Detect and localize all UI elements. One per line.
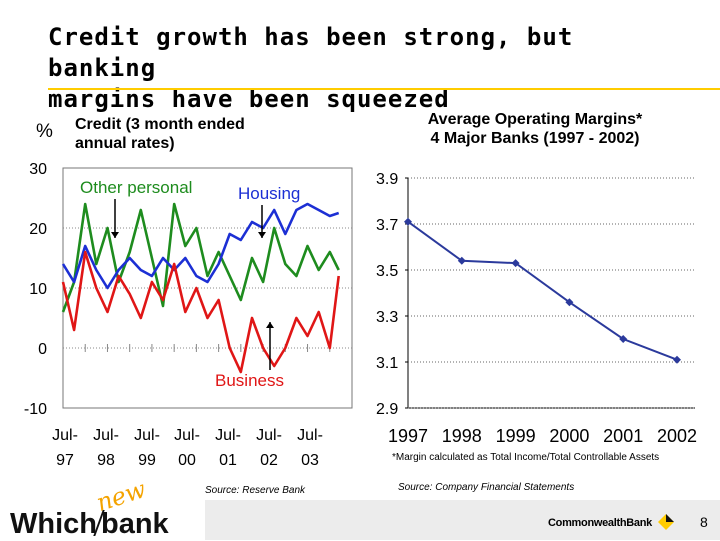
credit-x-tick-label-bottom: 02 [260,452,278,469]
credit-y-tick-label: 30 [29,161,47,178]
credit-annotation-label: Other personal [80,178,192,197]
margin-chart-title: Average Operating Margins* 4 Major Banks… [380,110,690,148]
credit-x-tick-label-top: Jul- [52,427,78,444]
margin-series-line [407,220,678,361]
margin-chart-title-line1: Average Operating Margins* [427,111,643,128]
credit-x-tick-label-bottom: 01 [219,452,237,469]
credit-x-tick-label-bottom: 97 [56,452,74,469]
credit-annotation-label: Business [215,371,284,390]
credit-annotation-arrowhead [111,232,119,238]
credit-annotation-arrowhead [258,232,266,238]
credit-x-tick-label-bottom: 99 [138,452,156,469]
margin-data-point [404,217,412,226]
margin-data-point [511,259,520,268]
credit-y-unit-label: % [36,121,53,142]
credit-source-note: Source: Reserve Bank [205,485,306,496]
credit-x-tick-label-top: Jul- [256,427,282,444]
margin-source-note: Source: Company Financial Statements [398,482,575,493]
credit-x-tick-label-top: Jul- [297,427,323,444]
margin-footnote: *Margin calculated as Total Income/Total… [392,452,660,463]
credit-x-tick-label-bottom: 03 [301,452,319,469]
margin-data-point [565,298,574,307]
credit-x-tick-label-top: Jul- [174,427,200,444]
credit-y-tick-label: 0 [38,341,47,358]
margin-data-point [673,355,681,364]
which-new-bank-logo: Which bank [10,508,169,541]
bank-logo-text: bank [101,508,169,540]
credit-y-tick-label: 20 [29,221,47,238]
margin-data-point [619,335,628,343]
credit-chart-title-line2: annual rates) [75,135,175,152]
credit-x-tick-label-top: Jul- [93,427,119,444]
margin-y-tick-label: 2.9 [376,401,398,418]
credit-series-business [61,250,340,374]
page-number: 8 [700,514,708,530]
margin-x-tick-label: 1998 [442,426,482,446]
footer-bar [205,500,720,540]
slide-title-line1: Credit growth has been strong, but banki… [48,23,574,82]
cba-diamond-icon [657,514,674,530]
margin-x-tick-label: 2002 [657,426,697,446]
commonwealth-bank-logo: CommonwealthBank [548,514,674,530]
credit-y-tick-label: -10 [24,401,47,418]
margin-x-tick-label: 2000 [549,426,589,446]
margin-y-tick-label: 3.7 [376,217,398,234]
margin-x-tick-label: 1999 [496,426,536,446]
credit-x-tick-label-bottom: 98 [97,452,115,469]
margin-chart-title-line2: 4 Major Banks (1997 - 2002) [430,130,640,147]
margin-x-tick-label: 2001 [603,426,643,446]
credit-chart-title-line1: Credit (3 month ended [75,116,245,133]
credit-x-tick-label-top: Jul- [134,427,160,444]
margin-y-tick-label: 3.5 [376,263,398,280]
credit-series-housing [61,202,340,290]
credit-x-tick-label-top: Jul- [215,427,241,444]
commonwealth-bank-logo-text: CommonwealthBank [548,517,652,529]
margin-y-tick-label: 3.3 [376,309,398,326]
credit-annotation-label: Housing [238,184,300,203]
margin-data-point [457,256,466,265]
credit-annotation-arrowhead [266,322,274,328]
margin-y-tick-label: 3.1 [376,355,398,372]
credit-y-tick-label: 10 [29,281,47,298]
credit-x-tick-label-bottom: 00 [178,452,196,469]
credit-series-other-personal [61,202,340,313]
title-underline [48,88,720,90]
margin-y-tick-label: 3.9 [376,171,398,188]
margin-x-tick-label: 1997 [388,426,428,446]
which-logo-text: Which [10,508,97,540]
credit-chart-title: Credit (3 month ended annual rates) [75,115,245,153]
